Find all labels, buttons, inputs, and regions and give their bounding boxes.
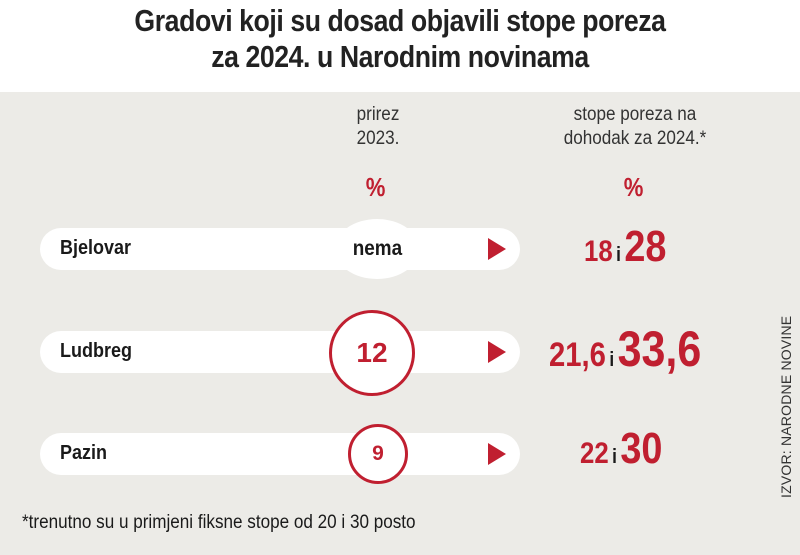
page-title: Gradovi koji su dosad objavili stope por… <box>56 0 744 75</box>
rate-conj-pazin: i <box>612 446 617 468</box>
prirez-value-ludbreg: 12 <box>356 337 388 368</box>
prirez-value-bjelovar-bubble: nema <box>335 219 419 279</box>
title-line-1: Gradovi koji su dosad objavili stope por… <box>134 3 666 38</box>
city-pazin: Pazin <box>60 442 108 464</box>
stope-header-line-2: dohodak za 2024.* <box>563 128 707 149</box>
stope-header: stope poreza na dohodak za 2024.* <box>541 103 730 151</box>
rate-low-ludbreg: 21,6 <box>549 336 606 374</box>
stope-header-line-1: stope poreza na <box>573 104 697 125</box>
rate-high-pazin: 30 <box>620 424 663 473</box>
rate-conj-ludbreg: i <box>609 349 615 371</box>
prirez-value-pazin: 9 <box>372 442 384 465</box>
title-line-2: za 2024. u Narodnim novinama <box>211 39 589 74</box>
row-pill-pazin <box>40 433 520 475</box>
prirez-header-line-2: 2023. <box>356 128 400 149</box>
stope-unit: % <box>623 172 644 202</box>
rate-low-pazin: 22 <box>580 437 609 470</box>
arrow-icon <box>488 443 506 465</box>
prirez-unit: % <box>365 172 386 202</box>
rate-high-ludbreg: 33,6 <box>617 321 702 377</box>
row-pill-ludbreg <box>40 331 520 373</box>
prirez-header: prirez 2023. <box>324 103 432 151</box>
prirez-value-ludbreg-circle: 12 <box>329 310 415 396</box>
rate-high-bjelovar: 28 <box>624 222 667 271</box>
arrow-icon <box>488 341 506 363</box>
prirez-value-bjelovar: nema <box>352 237 402 260</box>
prirez-header-line-1: prirez <box>356 104 400 125</box>
rates-pazin: 22 i30 <box>580 424 662 474</box>
prirez-value-pazin-circle: 9 <box>348 424 408 484</box>
rates-bjelovar: 18 i28 <box>584 222 666 272</box>
city-bjelovar: Bjelovar <box>60 237 132 259</box>
row-pill-bjelovar <box>40 228 520 270</box>
city-ludbreg: Ludbreg <box>60 340 132 362</box>
source-credit: IZVOR: NARODNE NOVINE <box>778 315 794 498</box>
rate-conj-bjelovar: i <box>616 244 621 266</box>
arrow-icon <box>488 238 506 260</box>
rates-ludbreg: 21,6 i33,6 <box>549 320 701 378</box>
footnote: *trenutno su u primjeni fiksne stope od … <box>22 512 416 533</box>
rate-low-bjelovar: 18 <box>584 235 613 268</box>
